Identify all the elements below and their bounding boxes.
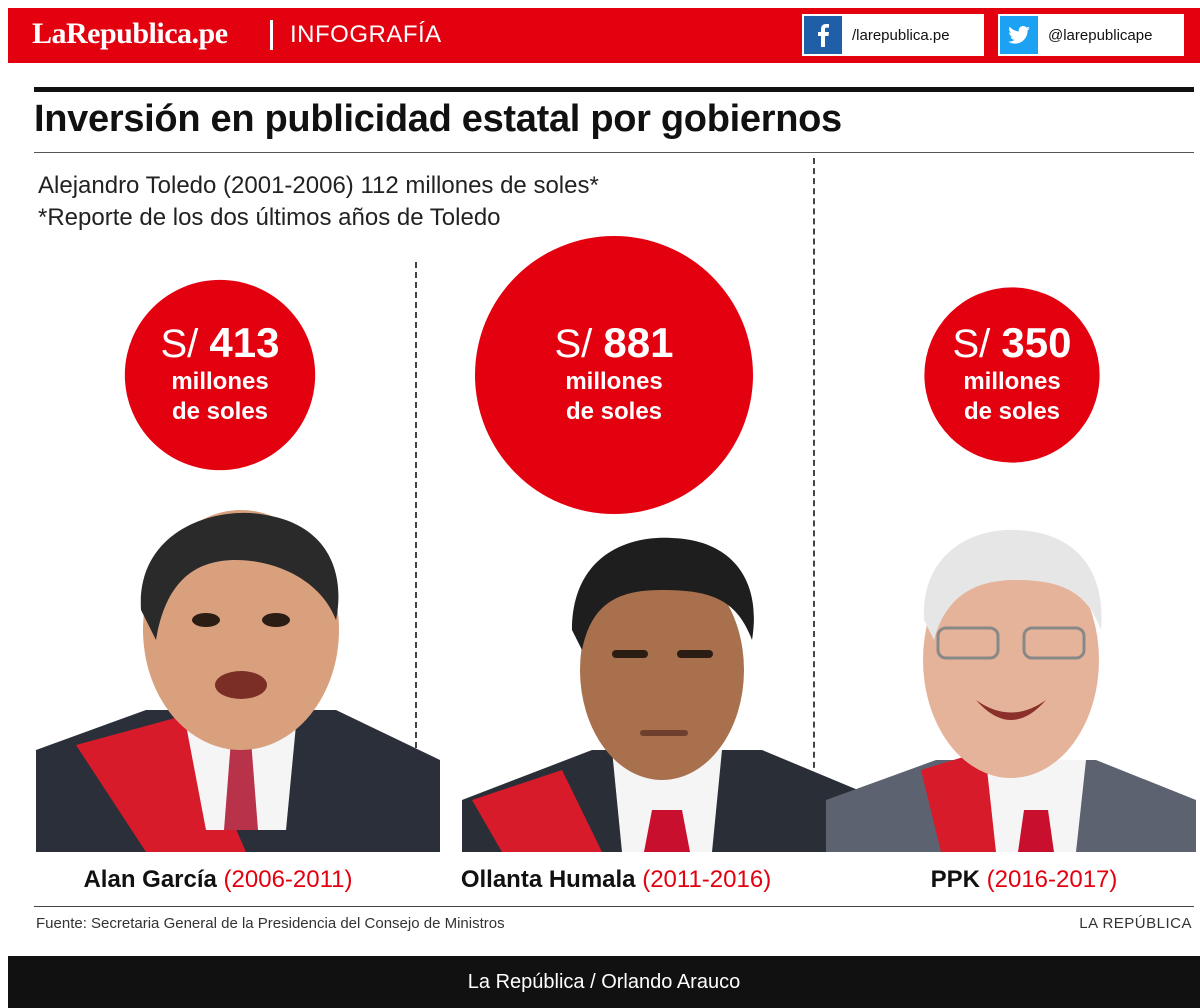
facebook-link[interactable]: /larepublica.pe <box>802 14 984 56</box>
title-rule <box>34 152 1194 153</box>
source-note: Fuente: Secretaria General de la Preside… <box>36 915 505 932</box>
section-label: INFOGRAFÍA <box>290 21 442 48</box>
source-rule <box>34 906 1194 907</box>
twitter-icon <box>1000 16 1038 54</box>
bubble-unit-label: millones <box>565 368 662 395</box>
author-credit: La República / Orlando Arauco <box>467 970 741 993</box>
column-divider-1 <box>415 262 417 788</box>
footer-bar: La República / Orlando Arauco <box>8 956 1200 1008</box>
toledo-note: Alejandro Toledo (2001-2006) 112 millone… <box>38 172 599 199</box>
header-bar: LaRepublica.pe INFOGRAFÍA /larepublica.p… <box>8 8 1200 63</box>
twitter-handle: @larepublicape <box>1048 26 1153 44</box>
bubble-value-label: S/ 413 <box>161 319 280 366</box>
facebook-icon <box>804 16 842 54</box>
period-text: (2006-2011) <box>223 866 353 893</box>
bubble-unit-label: de soles <box>964 398 1060 425</box>
bubble-unit-label: millones <box>171 368 268 395</box>
bubble-value-label: S/ 350 <box>953 319 1072 366</box>
toledo-footnote: *Reporte de los dos últimos años de Tole… <box>38 204 501 231</box>
brand-divider <box>270 20 273 50</box>
portrait-alan-garcia-icon <box>36 510 440 852</box>
name-label-3: PPK (2016-2017) <box>931 866 1118 894</box>
name-text: Alan García <box>83 866 217 893</box>
title-bar <box>34 87 1194 92</box>
facebook-handle: /larepublica.pe <box>852 26 950 44</box>
bubble-value-label: S/ 881 <box>555 319 674 366</box>
period-text: (2016-2017) <box>986 866 1118 893</box>
period-text: (2011-2016) <box>642 866 772 893</box>
twitter-link[interactable]: @larepublicape <box>998 14 1184 56</box>
brand-logo[interactable]: LaRepublica.pe <box>32 17 228 50</box>
bubble-unit-label: millones <box>963 368 1060 395</box>
column-divider-2 <box>813 158 815 788</box>
bubble-circle <box>124 279 316 471</box>
name-label-2: Ollanta Humala (2011-2016) <box>461 866 771 894</box>
portrait-ollanta-humala-icon <box>462 537 882 852</box>
publisher-credit: LA REPÚBLICA <box>1079 915 1192 932</box>
portrait-ppk-icon <box>826 529 1196 852</box>
chart-title: Inversión en publicidad estatal por gobi… <box>34 98 842 140</box>
name-label-1: Alan García (2006-2011) <box>83 866 352 894</box>
bubble-circle <box>924 287 1100 463</box>
name-text: Ollanta Humala <box>460 866 636 893</box>
bubble-circle <box>475 236 753 514</box>
bubble-unit-label: de soles <box>566 398 662 425</box>
name-text: PPK <box>930 866 980 893</box>
bubble-unit-label: de soles <box>172 398 268 425</box>
